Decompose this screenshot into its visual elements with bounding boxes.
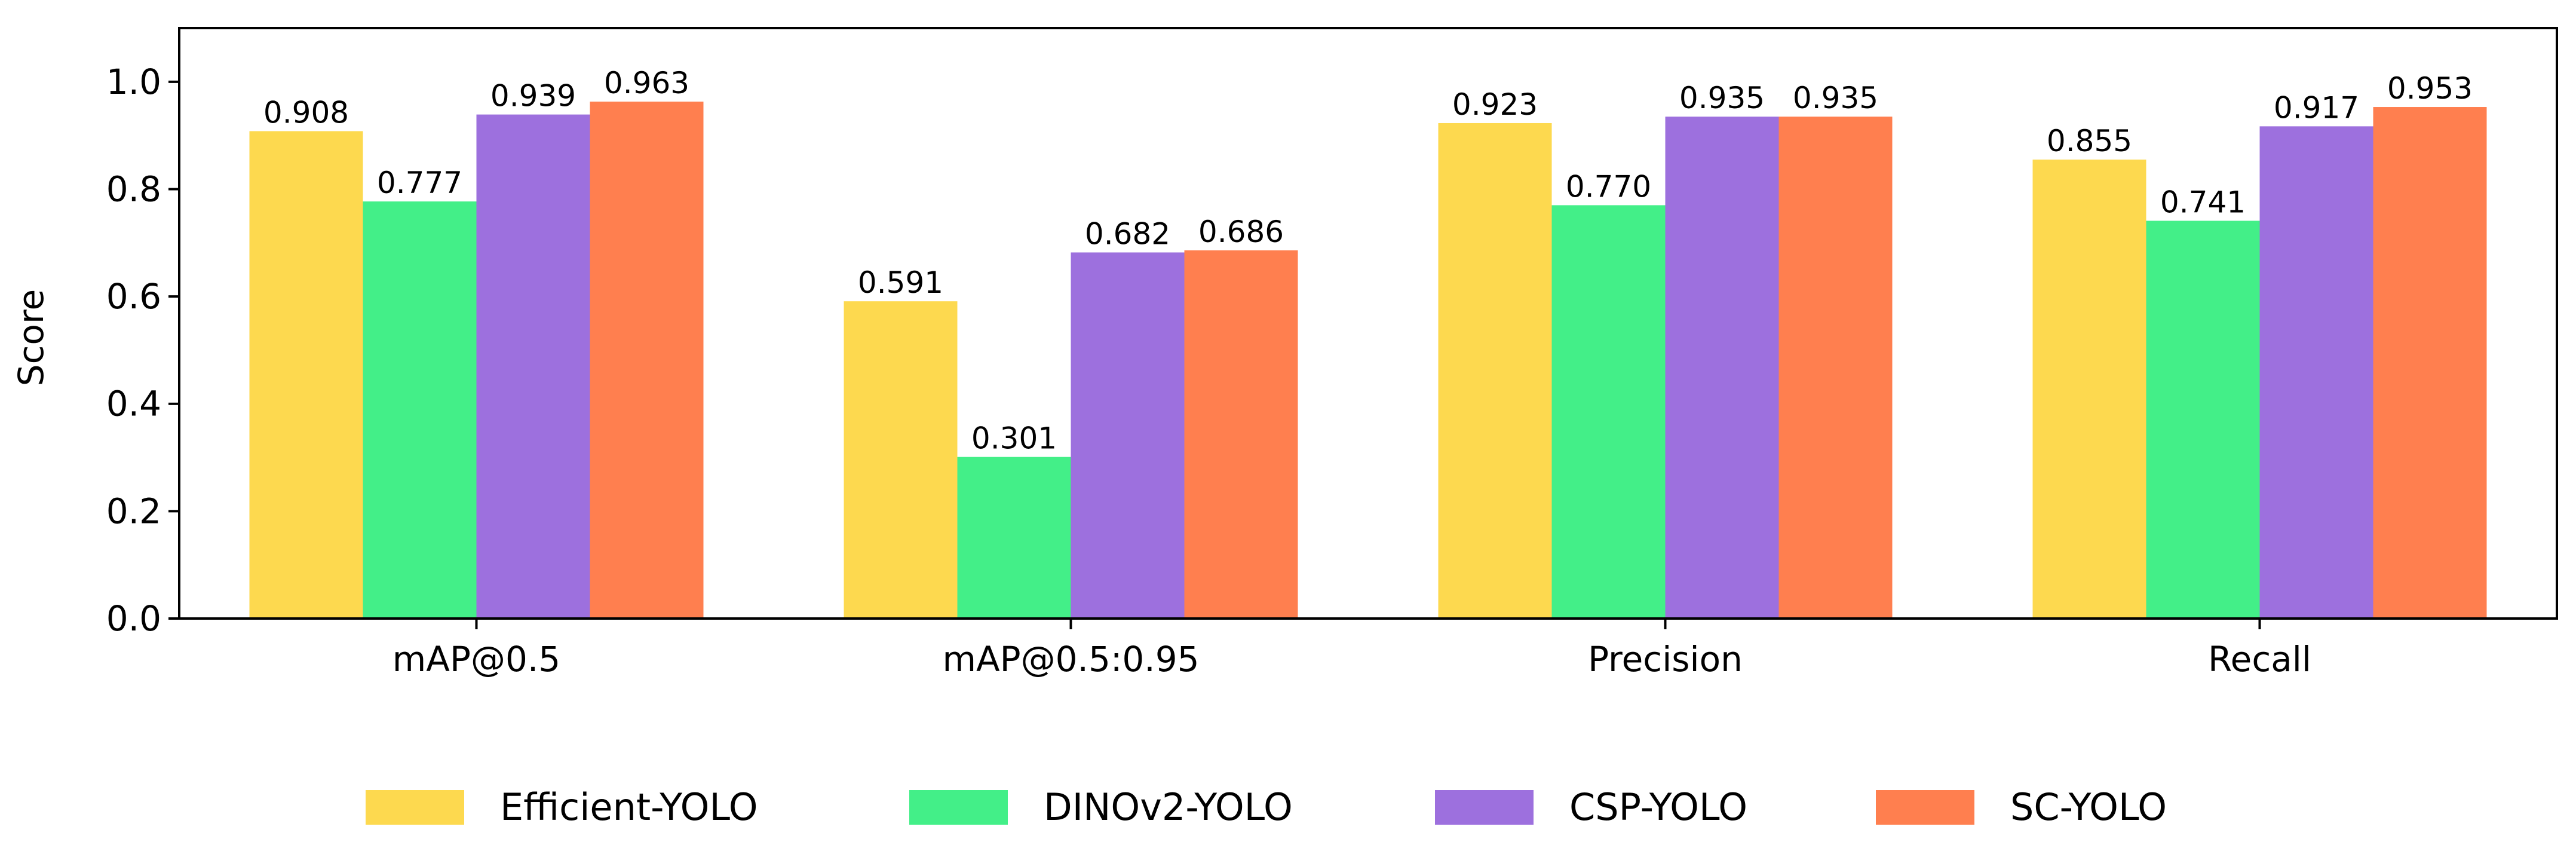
bar-dinov2-yolo-0	[363, 201, 477, 619]
bar-sc-yolo-1	[1184, 250, 1298, 619]
y-tick-label: 0.6	[106, 276, 161, 317]
y-tick-label: 0.0	[106, 598, 161, 639]
bar-dinov2-yolo-2	[1551, 205, 1666, 619]
data-label: 0.917	[2274, 90, 2359, 125]
bar-efficient-yolo-2	[1438, 123, 1552, 619]
legend-label: SC-YOLO	[2010, 785, 2167, 829]
data-label: 0.953	[2387, 71, 2473, 106]
data-label: 0.939	[490, 79, 576, 114]
y-axis: 0.0 0.2 0.4 0.6 0.8 1.0	[106, 62, 179, 639]
legend-swatch-sc-yolo	[1876, 790, 1974, 825]
data-label: 0.777	[377, 166, 462, 200]
bar-sc-yolo-3	[2373, 107, 2487, 619]
x-tick-label: Recall	[2208, 639, 2311, 679]
data-label: 0.935	[1793, 81, 1878, 115]
y-tick-label: 0.2	[106, 491, 161, 531]
data-label: 0.935	[1679, 81, 1765, 115]
data-label: 0.682	[1085, 216, 1170, 251]
plot-frame	[178, 27, 2558, 620]
bar-csp-yolo-3	[2259, 126, 2373, 619]
data-label: 0.963	[604, 66, 689, 100]
x-tick-label: Precision	[1588, 639, 1743, 679]
bar-sc-yolo-2	[1778, 117, 1893, 619]
plot-area: 0.908 0.777 0.939 0.963 0.591 0.301 0.682 0.686…	[249, 66, 2487, 619]
legend: Efficient-YOLO DINOv2-YOLO CSP-YOLO SC-YOLO	[366, 785, 2167, 829]
x-tick-label: mAP@0.5:0.95	[942, 639, 1199, 679]
x-axis: mAP@0.5 mAP@0.5:0.95 Precision Recall	[392, 619, 2311, 679]
legend-label: DINOv2-YOLO	[1044, 785, 1293, 829]
data-label: 0.591	[858, 265, 943, 300]
bar-sc-yolo-0	[590, 102, 704, 619]
data-label: 0.301	[971, 421, 1057, 456]
data-label: 0.741	[2160, 185, 2246, 219]
y-tick-label: 0.4	[106, 384, 161, 424]
data-label: 0.908	[263, 95, 349, 130]
y-tick-label: 0.8	[106, 169, 161, 209]
legend-label: CSP-YOLO	[1569, 785, 1747, 829]
bar-csp-yolo-1	[1071, 252, 1185, 619]
bar-csp-yolo-2	[1665, 117, 1779, 619]
data-label: 0.770	[1566, 169, 1651, 204]
data-label: 0.923	[1452, 87, 1538, 122]
bar-dinov2-yolo-1	[957, 457, 1071, 619]
legend-swatch-csp-yolo	[1435, 790, 1534, 825]
data-label: 0.855	[2047, 124, 2132, 158]
y-axis-label: Score	[11, 289, 51, 386]
bar-efficient-yolo-0	[249, 131, 363, 619]
y-tick-label: 1.0	[106, 62, 161, 102]
bar-efficient-yolo-3	[2032, 160, 2146, 619]
legend-label: Efficient-YOLO	[500, 785, 758, 829]
data-label: 0.686	[1198, 215, 1284, 249]
bar-efficient-yolo-1	[844, 301, 958, 619]
legend-swatch-efficient-yolo	[366, 790, 464, 825]
x-tick-label: mAP@0.5	[392, 639, 560, 679]
legend-swatch-dinov2-yolo	[909, 790, 1008, 825]
bar-dinov2-yolo-3	[2146, 221, 2260, 619]
bar-csp-yolo-0	[476, 114, 590, 619]
